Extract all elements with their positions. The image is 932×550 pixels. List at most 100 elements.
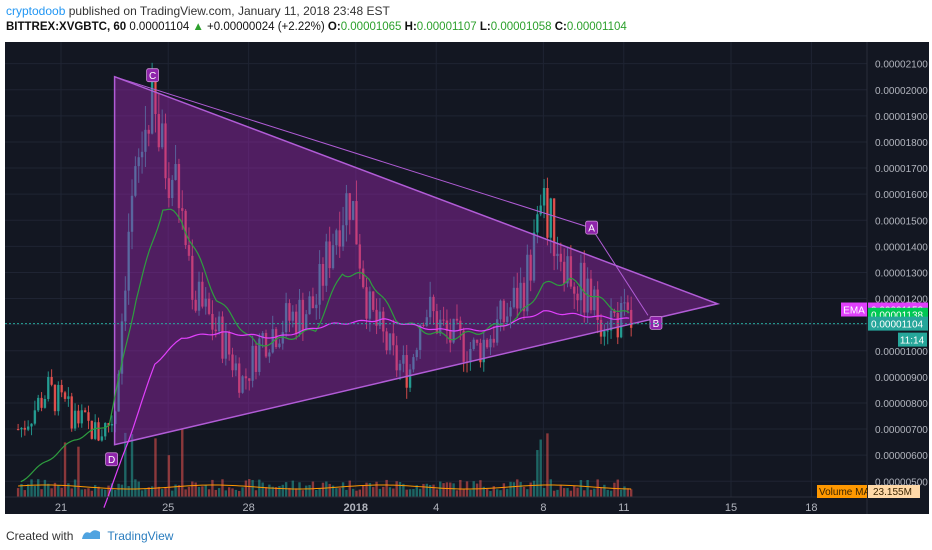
volume-bar — [321, 482, 325, 497]
candle-body — [609, 310, 613, 331]
volume-bar — [603, 484, 606, 497]
candle-body — [536, 214, 539, 233]
candle-body — [485, 339, 489, 348]
candle-body — [43, 398, 47, 408]
volume-bar — [435, 489, 439, 497]
candle-body — [83, 410, 87, 413]
y-tick-label: 0.00001900 — [875, 112, 928, 123]
candle-body — [144, 129, 147, 152]
volume-bar — [37, 479, 40, 497]
volume-bar — [452, 483, 455, 497]
candle-body — [361, 268, 365, 288]
volume-bar — [365, 482, 368, 497]
volume-bar — [264, 487, 268, 497]
symbol-label: BITTREX:XVGBTC, 60 — [6, 21, 127, 33]
candle-body — [174, 164, 177, 180]
high-label: H: — [404, 21, 417, 33]
candle-body — [181, 208, 184, 211]
candle-body — [328, 241, 331, 269]
candle-body — [77, 410, 80, 424]
volume-bar — [569, 490, 573, 497]
candle-body — [345, 193, 348, 226]
volume-bar — [281, 484, 284, 497]
volume-bar — [395, 481, 398, 497]
candle-body — [449, 330, 452, 343]
volume-bar — [154, 438, 157, 497]
time-axis[interactable]: 21 25 28 2018 4 8 11 15 18 — [5, 496, 867, 514]
candle-body — [137, 157, 140, 167]
y-tick-label: 0.00002100 — [875, 60, 928, 71]
candle-body — [47, 376, 50, 399]
volume-bar — [586, 480, 589, 497]
candle-body — [368, 291, 372, 319]
volume-bar — [593, 488, 596, 497]
candle-body — [150, 76, 154, 134]
candle-body — [341, 225, 345, 247]
candle-body — [599, 319, 603, 337]
volume-bar — [90, 490, 94, 497]
volume-bar — [455, 490, 459, 497]
volume-ma-value-box — [868, 485, 920, 498]
volume-bar — [573, 485, 576, 497]
volume-bar — [70, 488, 73, 497]
volume-bar — [589, 489, 593, 497]
volume-bar — [73, 479, 77, 497]
volume-bar — [629, 489, 633, 497]
volume-bar — [147, 487, 150, 497]
volume-bar — [385, 479, 388, 497]
volume-bar — [428, 484, 432, 497]
candle-body — [532, 232, 536, 281]
candle-body — [439, 319, 442, 334]
candle-body — [191, 255, 194, 300]
candle-body — [315, 304, 318, 309]
volume-bar — [348, 480, 351, 497]
candle-body — [462, 330, 465, 362]
close-value: 0.00001104 — [566, 21, 627, 33]
candle-body — [331, 245, 335, 269]
point-label-text: A — [588, 224, 595, 235]
volume-bar — [539, 439, 542, 497]
candle-body — [194, 299, 197, 311]
volume-bar — [623, 486, 626, 497]
volume-bar — [318, 488, 321, 497]
volume-bar — [97, 486, 100, 497]
ema-lines — [20, 208, 630, 508]
volume-bar — [224, 490, 228, 497]
volume-bar — [124, 432, 127, 497]
volume-bar — [526, 489, 529, 497]
volume-bar — [392, 488, 395, 497]
candle-body — [569, 256, 573, 287]
tradingview-link[interactable]: TradingView — [107, 528, 174, 543]
price-axis[interactable]: 0.00000500 0.00000600 0.00000700 0.00000800… — [866, 42, 928, 514]
x-tick-label: 4 — [433, 502, 439, 514]
candle-body — [552, 198, 556, 257]
volume-bar — [167, 455, 171, 497]
volume-bar — [579, 480, 583, 497]
ema-slow-line — [103, 310, 630, 508]
volume-bar — [87, 488, 90, 497]
volume-bar — [248, 479, 251, 497]
volume-bar — [130, 434, 134, 497]
candle-body — [16, 429, 20, 431]
volume-bar — [274, 487, 278, 497]
author-link[interactable]: cryptodoob — [6, 4, 66, 18]
candle-body — [177, 164, 181, 209]
candle-body — [271, 329, 274, 353]
volume-bar — [77, 446, 80, 497]
volume-bar — [361, 485, 365, 497]
volume-bar — [174, 484, 177, 497]
candle-body — [613, 310, 616, 314]
volume-bar — [485, 488, 489, 497]
triangle-drawing[interactable]: A B C D — [105, 68, 721, 467]
candle-body — [201, 281, 204, 307]
tradingview-logo-icon[interactable] — [81, 527, 101, 544]
volume-bar — [271, 486, 274, 497]
candle-body — [539, 205, 542, 215]
candle-body — [516, 287, 519, 309]
volume-bar — [298, 482, 301, 497]
candle-body — [167, 178, 171, 199]
volume-bar — [522, 486, 526, 497]
candle-body — [291, 311, 295, 321]
candle-body — [489, 338, 492, 348]
